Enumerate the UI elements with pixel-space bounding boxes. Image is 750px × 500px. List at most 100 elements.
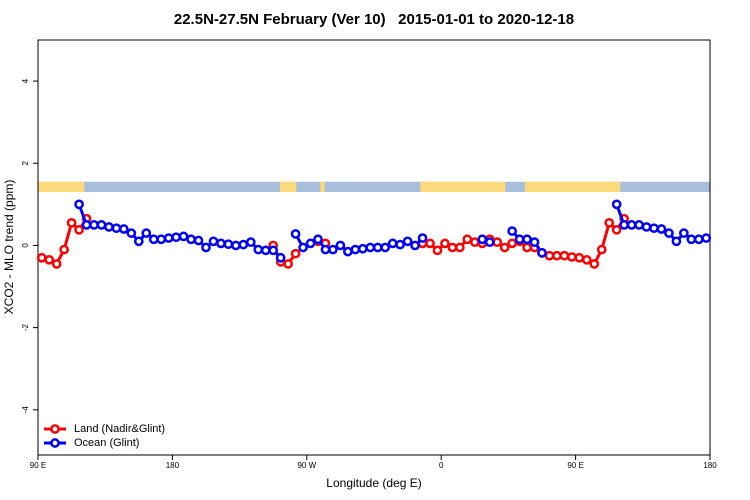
point bbox=[208, 236, 219, 247]
y-axis-label: XCO2 - MLO trend (ppm) bbox=[2, 180, 16, 315]
ocean-strip bbox=[38, 181, 710, 193]
land-strip bbox=[279, 181, 297, 193]
point bbox=[260, 245, 271, 256]
point bbox=[245, 237, 256, 248]
point bbox=[74, 224, 84, 235]
point bbox=[514, 234, 525, 245]
land-strip bbox=[420, 181, 506, 193]
point bbox=[567, 252, 577, 262]
point bbox=[425, 238, 435, 249]
point bbox=[619, 220, 629, 230]
point bbox=[201, 242, 211, 253]
point bbox=[432, 245, 443, 256]
point bbox=[507, 226, 517, 236]
land-strip bbox=[524, 181, 621, 193]
point bbox=[604, 217, 615, 228]
point bbox=[141, 228, 152, 238]
chart-title: 22.5N-27.5N February (Ver 10) 2015-01-01… bbox=[174, 11, 574, 28]
point bbox=[507, 238, 517, 249]
point bbox=[163, 233, 174, 243]
point bbox=[634, 220, 644, 230]
point bbox=[290, 248, 301, 259]
land-strip bbox=[320, 181, 325, 193]
point bbox=[36, 252, 47, 263]
point bbox=[51, 259, 62, 269]
point bbox=[81, 220, 92, 230]
y-tick-label: -2 bbox=[21, 324, 30, 332]
point bbox=[641, 222, 652, 232]
point bbox=[537, 247, 547, 258]
point bbox=[357, 243, 368, 254]
point bbox=[611, 224, 622, 235]
point bbox=[469, 237, 480, 248]
point bbox=[313, 234, 323, 245]
point bbox=[335, 240, 346, 251]
point bbox=[522, 242, 532, 253]
point bbox=[275, 252, 286, 263]
point bbox=[186, 234, 196, 245]
point bbox=[74, 199, 84, 210]
point bbox=[372, 242, 383, 253]
point bbox=[522, 234, 532, 245]
point bbox=[104, 222, 114, 232]
point bbox=[417, 233, 428, 243]
point bbox=[290, 229, 301, 239]
x-tick-label: 90 W bbox=[297, 461, 316, 470]
point bbox=[574, 252, 585, 263]
point bbox=[119, 224, 129, 234]
x-tick-label: 0 bbox=[439, 461, 444, 470]
y-tick-label: 2 bbox=[21, 160, 30, 165]
point bbox=[231, 240, 241, 251]
point bbox=[253, 244, 264, 255]
point bbox=[544, 250, 555, 261]
point bbox=[268, 245, 279, 256]
legend-label: Land (Nadir&Glint) bbox=[74, 423, 165, 435]
plot-frame bbox=[37, 39, 711, 456]
point bbox=[499, 242, 510, 253]
land-strip bbox=[38, 181, 85, 193]
point bbox=[66, 217, 77, 228]
point bbox=[216, 238, 226, 249]
point bbox=[171, 232, 181, 243]
point bbox=[455, 242, 465, 253]
point bbox=[298, 242, 308, 253]
point bbox=[671, 236, 682, 247]
point bbox=[589, 259, 600, 269]
point bbox=[380, 242, 391, 253]
point bbox=[693, 234, 704, 245]
point bbox=[410, 240, 420, 251]
point bbox=[178, 231, 189, 242]
point bbox=[611, 199, 622, 210]
point bbox=[656, 224, 667, 234]
point bbox=[44, 254, 55, 265]
point bbox=[156, 234, 167, 245]
y-tick-label: 4 bbox=[21, 78, 30, 83]
legend-label: Ocean (Glint) bbox=[74, 437, 139, 449]
point bbox=[111, 223, 122, 234]
point bbox=[686, 234, 697, 245]
x-axis-label: Longitude (deg E) bbox=[326, 476, 421, 490]
point bbox=[283, 259, 293, 269]
point bbox=[96, 220, 107, 230]
point bbox=[305, 238, 316, 249]
point bbox=[343, 246, 353, 257]
point bbox=[126, 228, 137, 238]
legend-marker bbox=[50, 438, 60, 448]
point bbox=[350, 244, 361, 255]
point bbox=[59, 244, 69, 255]
point bbox=[440, 238, 450, 249]
point bbox=[89, 220, 99, 230]
point bbox=[387, 238, 398, 249]
point bbox=[559, 250, 570, 261]
point bbox=[402, 236, 413, 247]
point bbox=[664, 228, 674, 238]
point bbox=[492, 237, 503, 248]
x-tick-label: 90 E bbox=[30, 461, 46, 470]
x-tick-label: 90 E bbox=[567, 461, 583, 470]
point bbox=[395, 239, 405, 250]
point bbox=[133, 236, 144, 247]
y-tick-label: 0 bbox=[21, 243, 30, 248]
y-tick-label: -4 bbox=[21, 406, 30, 414]
point bbox=[679, 228, 689, 238]
